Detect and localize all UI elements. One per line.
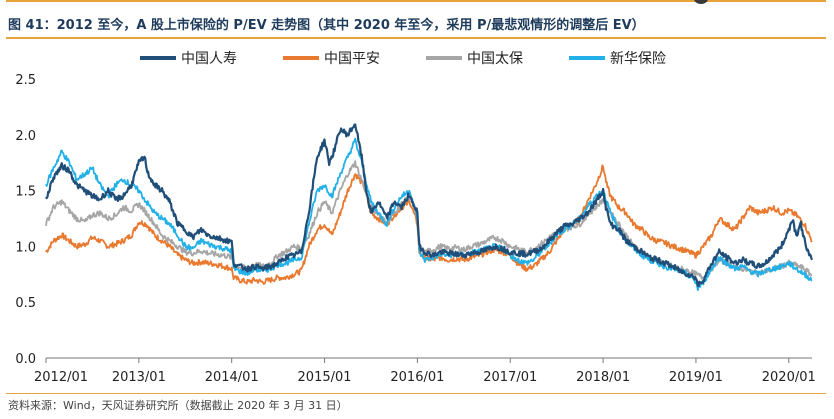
- series-line-2: [45, 160, 813, 281]
- chart-series-lines: [45, 123, 814, 291]
- legend-label: 新华保险: [610, 51, 666, 67]
- pev-line-chart: 0.0 0.5 1.0 1.5 2.0 2.5 2012/01 2013/01 2014/01 2…: [15, 73, 815, 385]
- x-tick-label: 2017/01: [483, 370, 537, 385]
- legend-label: 中国平安: [324, 51, 380, 67]
- legend-swatch: [283, 56, 319, 60]
- series-line-3: [45, 137, 813, 291]
- legend-label: 中国太保: [467, 51, 523, 67]
- x-tick-label: 2012/01: [34, 370, 88, 385]
- legend-item-1: 中国平安: [283, 48, 380, 68]
- y-tick-label: 2.5: [15, 73, 36, 88]
- y-tick-label: 2.0: [15, 129, 36, 144]
- top-rule: [6, 0, 826, 2]
- x-tick-label: 2014/01: [205, 370, 259, 385]
- title-rule: [6, 37, 826, 39]
- legend-swatch: [140, 56, 176, 60]
- series-line-1: [45, 164, 813, 285]
- top-decoration: [694, 0, 708, 4]
- legend-item-0: 中国人寿: [140, 48, 237, 68]
- x-tick-label: 2020/01: [762, 370, 816, 385]
- y-tick-label: 0.0: [15, 352, 36, 367]
- y-tick-label: 1.5: [15, 185, 36, 200]
- y-tick-label: 0.5: [15, 296, 36, 311]
- legend-item-3: 新华保险: [569, 48, 666, 68]
- legend-swatch: [569, 56, 605, 60]
- chart-axes: 0.0 0.5 1.0 1.5 2.0 2.5 2012/01 2013/01 2014/01 2…: [15, 73, 815, 385]
- x-tick-label: 2015/01: [298, 370, 352, 385]
- legend-label: 中国人寿: [181, 51, 237, 67]
- bottom-rule: [6, 393, 826, 394]
- figure-title: 图 41：2012 至今，A 股上市保险的 P/EV 走势图（其中 2020 年…: [8, 18, 645, 33]
- legend-swatch: [426, 56, 462, 60]
- source-note: 资料来源：Wind，天风证券研究所（数据截止 2020 年 3 月 31 日）: [8, 399, 348, 412]
- series-line-0: [45, 123, 814, 287]
- legend-item-2: 中国太保: [426, 48, 523, 68]
- chart-legend: 中国人寿 中国平安 中国太保 新华保险: [140, 48, 712, 68]
- y-tick-label: 1.0: [15, 240, 36, 255]
- x-tick-label: 2016/01: [390, 370, 444, 385]
- x-tick-label: 2019/01: [669, 370, 723, 385]
- x-tick-label: 2013/01: [112, 370, 166, 385]
- x-tick-label: 2018/01: [576, 370, 630, 385]
